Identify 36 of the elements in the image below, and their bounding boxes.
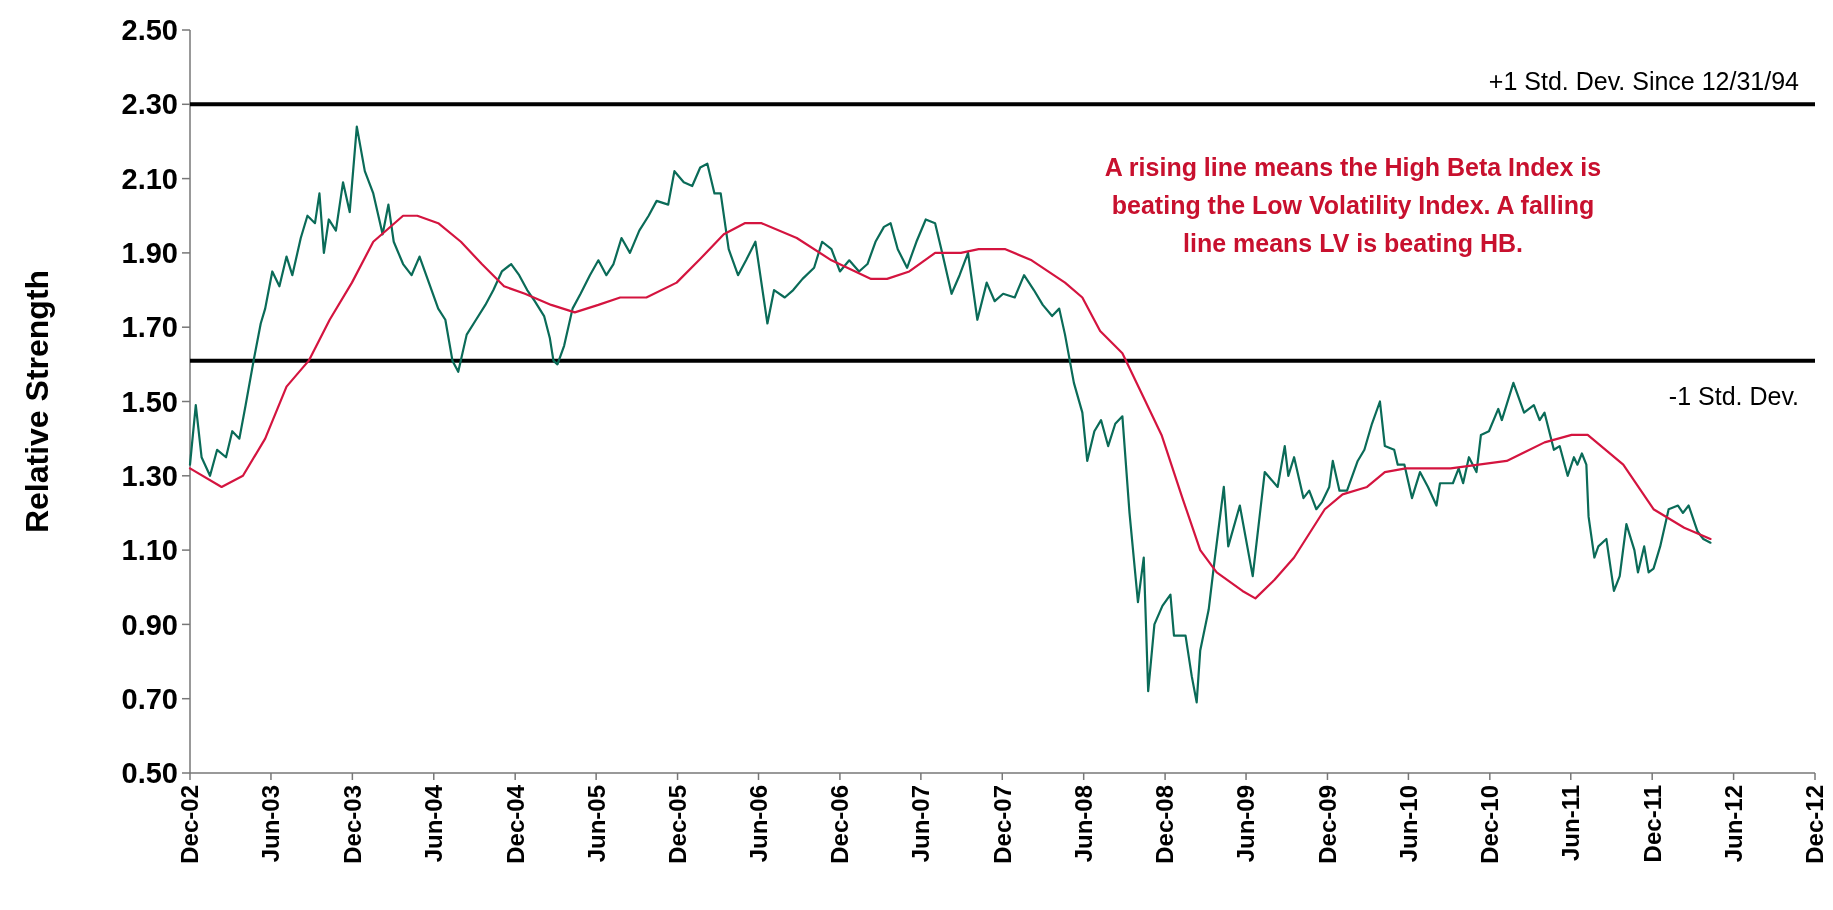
x-tick-label: Dec-10: [1476, 785, 1504, 864]
x-tick-label: Jun-10: [1394, 785, 1422, 863]
x-tick-label: Dec-03: [338, 785, 366, 864]
x-tick-label: Jun-04: [420, 784, 448, 863]
ref-line-label: +1 Std. Dev. Since 12/31/94: [1488, 67, 1800, 96]
x-tick-label: Jun-08: [1070, 785, 1098, 863]
ref-line-label: -1 Std. Dev.: [1668, 381, 1799, 410]
x-tick-label: Jun-03: [257, 785, 285, 863]
annotation: A rising line means the High Beta Index is beating the Low Volatility Index. A falling line means LV is beating HB.: [1104, 153, 1602, 257]
x-tick-label: Jun-12: [1719, 785, 1747, 863]
x-tick-label: Dec-06: [826, 785, 854, 864]
x-tick-label: Dec-11: [1638, 785, 1666, 863]
y-tick-label: 2.30: [121, 88, 178, 121]
y-tick-label: 0.70: [121, 682, 178, 715]
y-tick-label: 1.10: [121, 534, 178, 567]
y-tick-label: 1.70: [121, 311, 178, 344]
y-tick-label: 1.30: [121, 459, 178, 492]
x-tick-label: Dec-07: [988, 785, 1016, 864]
x-tick-label: Jun-05: [582, 785, 610, 863]
y-tick-label: 0.50: [121, 757, 178, 790]
y-axis-title: Relative Strength: [19, 269, 55, 534]
y-tick-label: 0.90: [121, 608, 178, 641]
x-tick-label: Dec-12: [1801, 785, 1829, 864]
x-tick-label: Jun-06: [744, 785, 772, 863]
y-tick-label: 1.90: [121, 237, 178, 270]
x-tick-label: Jun-11: [1557, 785, 1585, 862]
x-tick-label: Dec-09: [1313, 785, 1341, 864]
y-tick-label: 2.10: [121, 162, 178, 195]
y-tick-label: 1.50: [121, 385, 178, 418]
x-tick-label: Jun-09: [1232, 785, 1260, 863]
x-tick-label: Jun-07: [907, 785, 935, 863]
y-tick-label: 2.50: [121, 14, 178, 47]
x-tick-label: Dec-05: [663, 785, 691, 864]
x-tick-label: Dec-08: [1151, 785, 1179, 864]
x-tick-label: Dec-04: [501, 784, 529, 864]
x-tick-label: Dec-02: [176, 785, 204, 864]
